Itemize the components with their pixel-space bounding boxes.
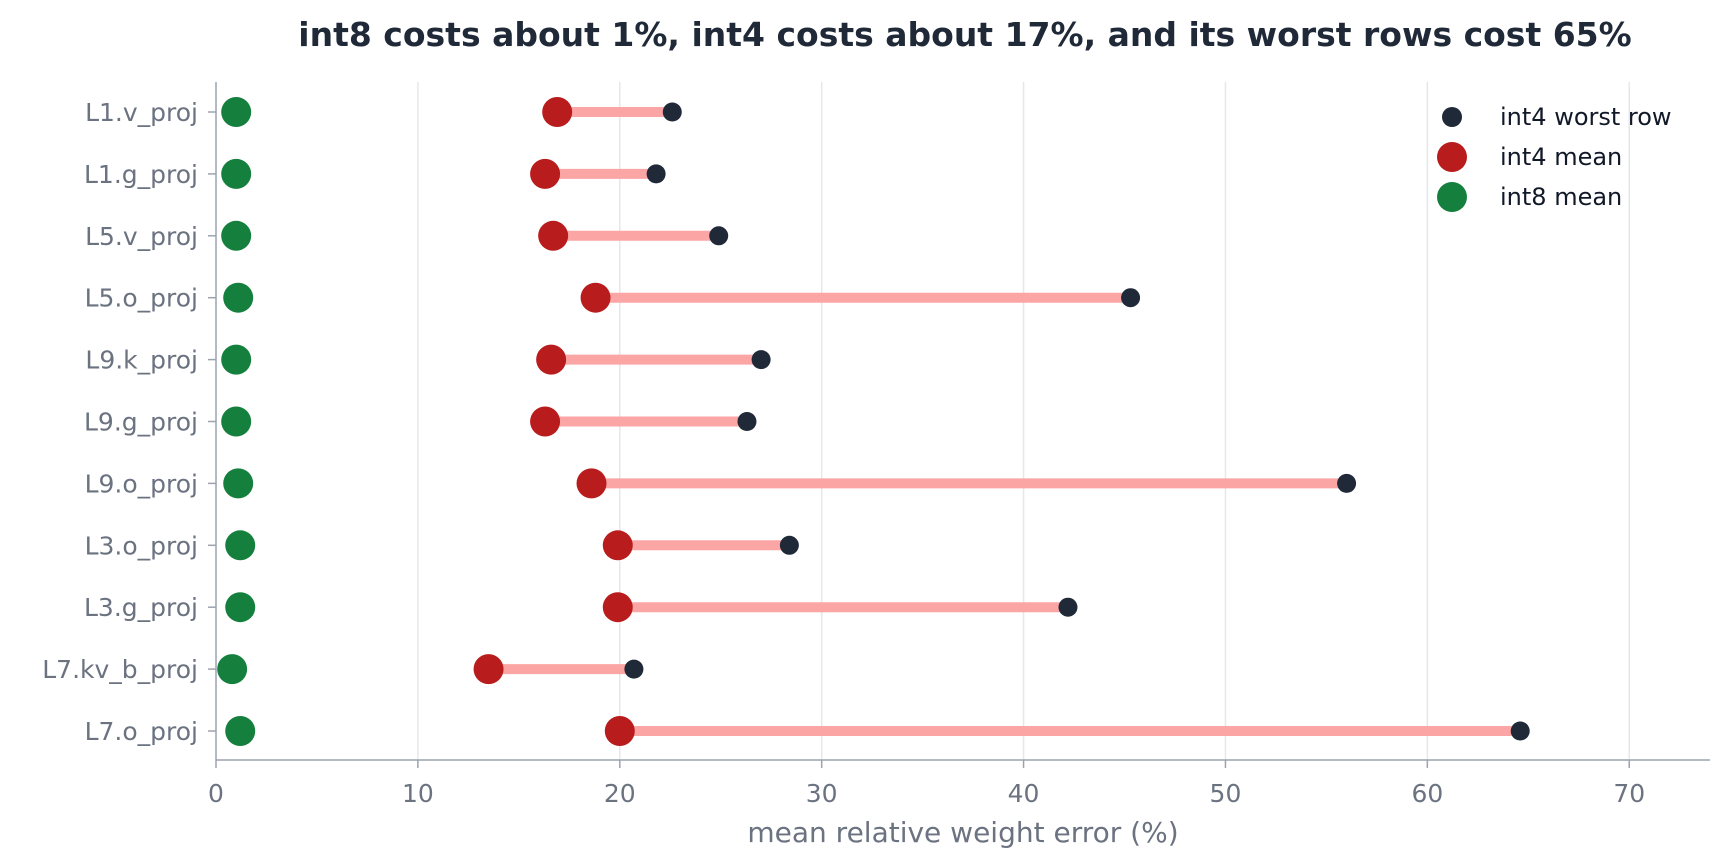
axes — [215, 82, 1710, 761]
x-tick-label: 10 — [402, 779, 434, 808]
legend-marker-int8-mean — [1437, 182, 1467, 212]
int4-worst-row-point — [737, 412, 757, 431]
x-axis-label: mean relative weight error (%) — [747, 816, 1178, 849]
y-tick-label: L3.g_proj — [84, 593, 198, 622]
legend-label-int4-mean: int4 mean — [1500, 143, 1622, 171]
x-tick-label: 20 — [604, 779, 636, 808]
range-lines — [488, 107, 1521, 736]
legend-marker-int4-mean — [1437, 142, 1467, 172]
int4-mean-point — [530, 406, 561, 437]
int8-mean-point — [223, 282, 254, 313]
x-tick-labels: 0 10 20 30 40 50 60 70 — [208, 760, 1645, 808]
x-tick-label: 70 — [1613, 779, 1645, 808]
y-tick-label: L5.o_proj — [85, 284, 198, 313]
y-tick-label: L9.k_proj — [85, 346, 198, 375]
int4-mean-point — [580, 282, 611, 313]
y-tick-label: L7.kv_b_proj — [42, 655, 198, 684]
int4-mean-point — [576, 468, 607, 499]
int8-mean-point — [225, 716, 256, 746]
legend: int4 worst row int4 mean int8 mean — [1437, 103, 1672, 212]
int4-worst-row-point — [751, 350, 771, 370]
y-tick-label: L9.o_proj — [85, 469, 198, 498]
y-tick-labels: L1.v_proj L1.g_proj L5.v_proj L5.o_proj L9.k… — [42, 98, 216, 746]
x-tick-label: 30 — [806, 779, 838, 808]
int8-mean-point — [223, 468, 254, 499]
legend-label-int4-worst-row: int4 worst row — [1500, 103, 1672, 131]
int4-worst-row-point — [624, 659, 644, 679]
y-tick-label: L5.v_proj — [85, 222, 198, 251]
int4-worst-row-point — [1121, 288, 1141, 308]
int4-mean-point — [604, 716, 635, 746]
int4-mean-point — [538, 220, 569, 251]
int4-worst-row-point — [1058, 597, 1078, 617]
legend-label-int8-mean: int8 mean — [1500, 183, 1622, 211]
int4-worst-row-point — [709, 226, 729, 246]
chart-title: int8 costs about 1%, int4 costs about 17… — [298, 15, 1631, 54]
int4-mean-point — [602, 592, 633, 623]
int8-mean-point — [225, 530, 256, 561]
y-tick-label: L7.o_proj — [85, 717, 198, 746]
int4-worst-row-point — [1337, 473, 1357, 493]
int8-mean-point — [225, 592, 256, 623]
int4-worst-row-point — [646, 164, 666, 184]
gridlines — [417, 82, 1630, 760]
int8-mean-point — [221, 220, 252, 251]
int8-mean-point — [221, 97, 252, 127]
int4-mean-point — [542, 97, 573, 127]
int4-mean-point — [536, 344, 567, 375]
int4-mean-point — [602, 530, 633, 561]
x-tick-label: 0 — [208, 779, 224, 808]
int8-mean-point — [221, 406, 252, 437]
data-points — [217, 97, 1530, 746]
int8-mean-point — [221, 158, 252, 189]
int4-mean-point — [473, 654, 504, 685]
y-tick-label: L9.g_proj — [84, 408, 198, 437]
y-tick-label: L1.v_proj — [85, 98, 198, 127]
int4-mean-point — [530, 158, 561, 189]
x-tick-label: 40 — [1008, 779, 1040, 808]
y-tick-label: L1.g_proj — [84, 160, 198, 189]
int4-worst-row-point — [662, 102, 682, 122]
x-tick-label: 60 — [1411, 779, 1443, 808]
x-tick-label: 50 — [1210, 779, 1242, 808]
y-tick-label: L3.o_proj — [85, 531, 198, 560]
legend-marker-int4-worst-row — [1442, 107, 1462, 127]
int4-worst-row-point — [1510, 721, 1530, 741]
int4-worst-row-point — [779, 535, 799, 555]
int8-mean-point — [221, 344, 252, 375]
int8-mean-point — [217, 654, 248, 685]
